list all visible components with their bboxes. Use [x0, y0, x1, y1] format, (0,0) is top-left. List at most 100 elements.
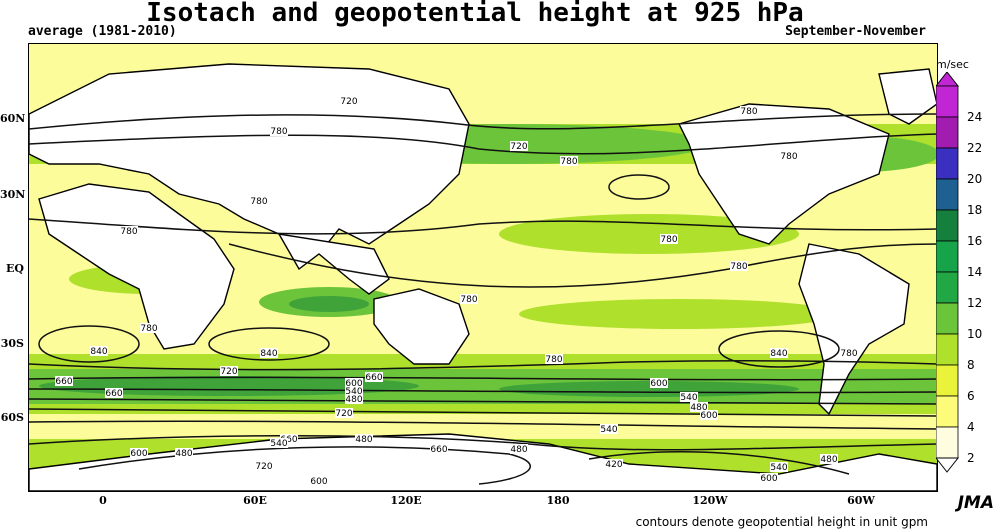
contour-540-south: [29, 408, 937, 417]
colorbar-label: 4: [967, 420, 975, 434]
geopotential-contours: [29, 113, 937, 485]
contour-780-south: [29, 359, 937, 371]
contour-720-north: [29, 113, 937, 130]
colorbar-label: 6: [967, 389, 975, 403]
colorbar-segment: [936, 209, 959, 242]
footnote: contours denote geopotential height in u…: [635, 515, 928, 529]
contour-label-bg: [780, 151, 798, 161]
contour-label: 600: [345, 379, 362, 389]
map-frame: 720 780 720 780 780 780 780 780 780 780 780 780 840 8…: [28, 43, 938, 492]
colorbar-segment: [936, 426, 959, 459]
contour-label-bg: [255, 461, 273, 471]
season-label: September-November: [785, 24, 926, 39]
colorbar-segment: [936, 147, 959, 180]
contour-label: 780: [660, 235, 677, 245]
colorbar-segment: [936, 116, 959, 149]
contour-label: 780: [250, 197, 267, 207]
contour-label: 480: [175, 449, 192, 459]
contour-label: 780: [730, 262, 747, 272]
contour-label: 780: [460, 295, 477, 305]
contour-label: 540: [345, 387, 362, 397]
contour-label: 840: [260, 349, 277, 359]
colorbar-label: 18: [967, 203, 983, 217]
contour-antarctic-outer: [29, 434, 937, 451]
contour-label: 600: [760, 474, 777, 484]
contour-label: 780: [780, 152, 797, 162]
lon-label-120w: 120W: [692, 494, 728, 507]
contour-label: 480: [690, 403, 707, 413]
contour-label-bg: [660, 234, 678, 244]
contour-label-bg: [730, 261, 748, 271]
jma-logo: JMA: [957, 493, 994, 513]
contour-label-bg: [690, 402, 708, 412]
contour-label-bg: [365, 372, 383, 382]
contour-label-bg: [340, 96, 358, 106]
contour-label-bg: [105, 388, 123, 398]
contour-label-bg: [560, 156, 578, 166]
contour-label: 660: [55, 377, 72, 387]
contour-label: 780: [120, 227, 137, 237]
australia-landmass: [373, 288, 470, 365]
colorbar-label: 14: [967, 265, 983, 279]
contour-label: 480: [820, 455, 837, 465]
contour-label-bg: [770, 462, 788, 472]
south-america-landmass: [798, 243, 910, 416]
map-canvas: 720 780 720 780 780 780 780 780 780 780 780 780 840 8…: [29, 44, 937, 491]
contour-840-pacific: [718, 330, 840, 368]
contour-label: 720: [335, 409, 352, 419]
lon-label-180: 180: [546, 494, 570, 507]
contour-label-bg: [260, 348, 278, 358]
contour-label: 600: [700, 411, 717, 421]
coastlines: [29, 63, 937, 491]
contour-label-bg: [600, 424, 618, 434]
colorbar-label: 20: [967, 172, 983, 186]
contour-780-north: [29, 133, 937, 155]
contour-label: 540: [600, 425, 617, 435]
contour-label: 780: [270, 127, 287, 137]
antarctica-landmass: [29, 433, 937, 491]
contour-720-south: [29, 376, 937, 381]
contour-labels: 720 780 720 780 780 780 780 780 780 780 780 780 840 8…: [55, 96, 858, 487]
colorbar-segment: [936, 395, 959, 428]
contour-840-atlantic: [38, 325, 140, 363]
contour-label: 480: [345, 395, 362, 405]
contour-label: 600: [130, 449, 147, 459]
contour-label-bg: [650, 378, 668, 388]
contour-label-bg: [700, 410, 718, 420]
contour-label: 540: [680, 393, 697, 403]
contour-600-south: [29, 398, 937, 405]
contour-label: 540: [270, 439, 287, 449]
eurasia-landmass: [29, 63, 470, 255]
colorbar-segment: [936, 240, 959, 273]
contour-label: 660: [280, 435, 297, 445]
contour-780-subtropic: [29, 218, 937, 235]
contour-label-bg: [680, 392, 698, 402]
contour-label: 660: [105, 389, 122, 399]
contour-label: 720: [220, 367, 237, 377]
contour-label: 780: [545, 355, 562, 365]
colorbar-segment: [936, 333, 959, 366]
contour-label: 720: [340, 97, 357, 107]
contour-label: 660: [365, 373, 382, 383]
contour-label: 480: [355, 435, 372, 445]
contour-label: 720: [510, 142, 527, 152]
contour-label-bg: [430, 444, 448, 454]
contour-label-bg: [355, 434, 373, 444]
contour-label: 840: [90, 347, 107, 357]
colorbar-segment: [936, 302, 959, 335]
colorbar-segment: [936, 178, 959, 211]
lat-label-30s: 30S: [0, 337, 24, 350]
contour-label-bg: [345, 394, 363, 404]
contour-480-south: [29, 420, 937, 430]
colorbar-segment: [936, 271, 959, 304]
contour-label: 780: [740, 107, 757, 117]
contour-label-bg: [345, 378, 363, 388]
colorbar-units: m/sec: [936, 58, 969, 71]
contour-label: 660: [430, 445, 447, 455]
contour-label-bg: [130, 448, 148, 458]
contour-label-bg: [250, 196, 268, 206]
lon-label-0: 0: [99, 494, 107, 507]
contour-label: 780: [560, 157, 577, 167]
contour-label: 600: [650, 379, 667, 389]
contour-label-bg: [510, 444, 528, 454]
